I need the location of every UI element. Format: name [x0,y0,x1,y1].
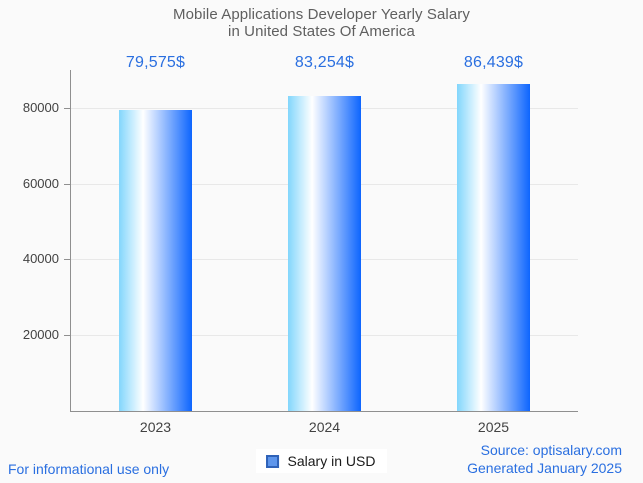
legend-label: Salary in USD [287,453,376,469]
y-axis-tick-mark [63,259,70,261]
chart-title-line-2: in United States Of America [228,23,415,40]
y-axis-tick-mark [63,335,70,337]
y-axis-tick-label: 40000 [22,251,59,267]
source-attribution: Source: optisalary.com Generated January… [467,441,622,477]
y-axis-tick-label: 20000 [22,327,59,343]
legend[interactable]: Salary in USD [255,449,388,473]
disclaimer-text: For informational use only [8,461,170,477]
bar-2025 [457,83,530,411]
x-axis-tick-label: 2023 [139,419,172,435]
bar-value-label: 86,439$ [463,54,524,71]
y-axis-tick-mark [63,183,70,185]
legend-marker-icon [265,454,279,468]
bar-value-label: 83,254$ [294,54,355,71]
x-axis-tick-label: 2025 [477,419,510,435]
y-axis-tick-mark [63,107,70,109]
source-link[interactable]: Source: optisalary.com [480,442,622,458]
bar-2024 [288,95,361,411]
y-axis-tick-label: 60000 [22,175,59,191]
generated-date: Generated January 2025 [467,460,622,476]
y-axis-tick-label: 80000 [22,99,59,115]
plot-area: 20000 40000 60000 80000 79,575$ 2023 83,254$ 20… [23,54,578,435]
bar-2023 [119,109,192,411]
x-axis-tick-label: 2024 [308,419,341,435]
chart-title-line-1: Mobile Applications Developer Yearly Sal… [173,6,470,23]
bar-value-label: 79,575$ [125,54,186,71]
